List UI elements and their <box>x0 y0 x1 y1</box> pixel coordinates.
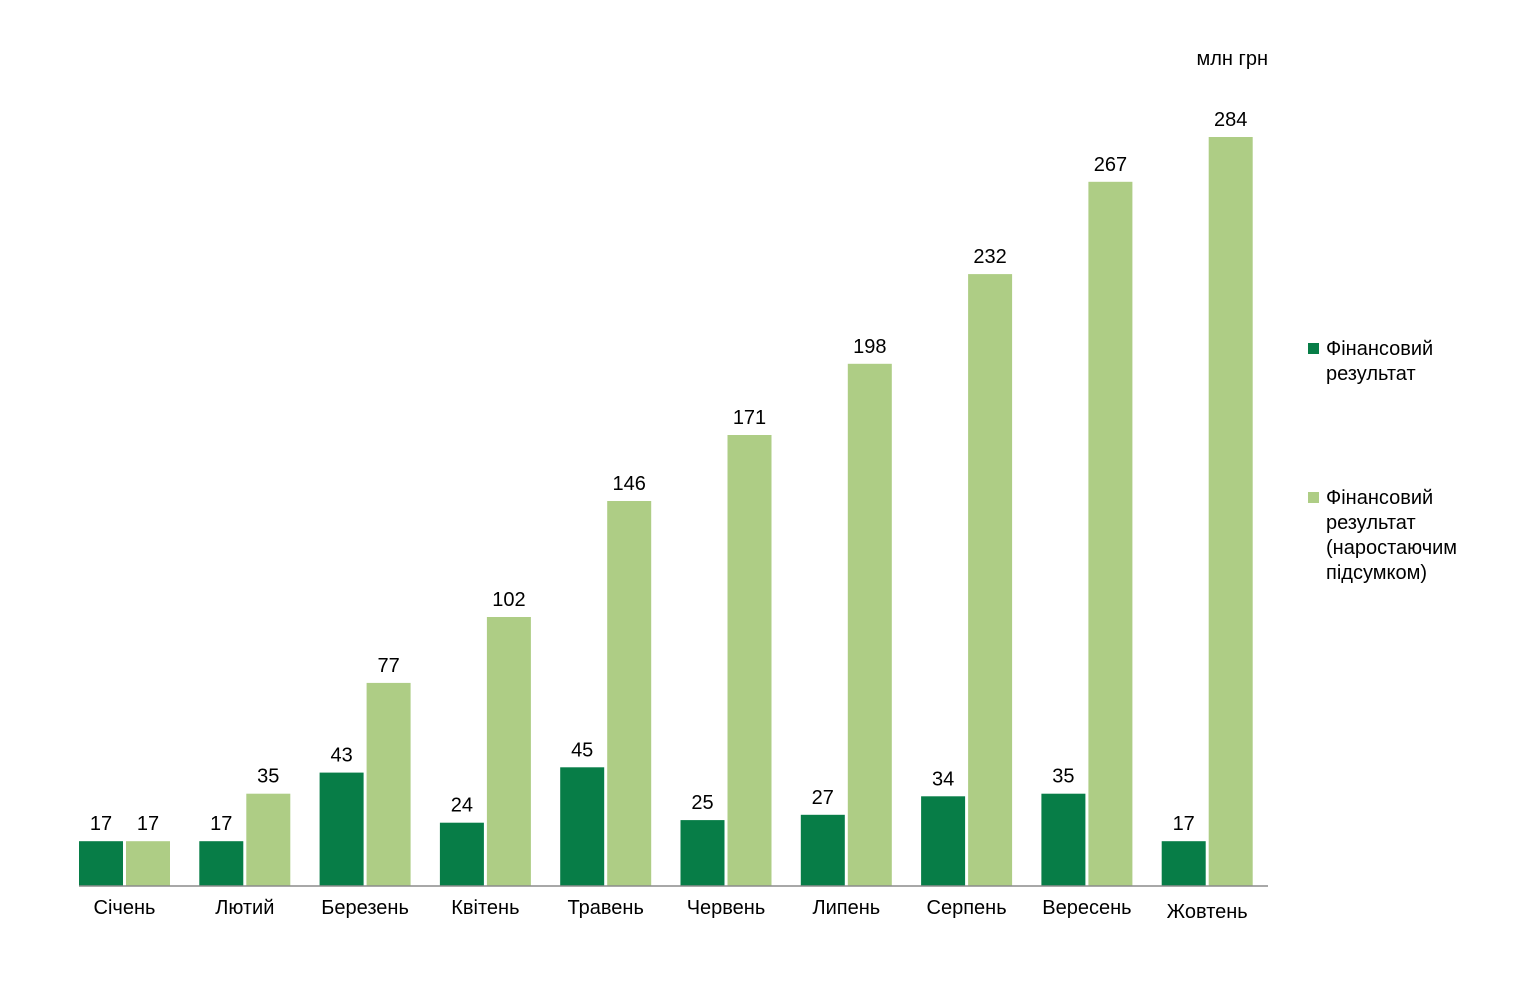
value-label-cumulative-10: 284 <box>1214 109 1247 131</box>
bar-monthly-2 <box>199 841 244 886</box>
value-label-cumulative-3: 77 <box>377 655 399 677</box>
bar-monthly-10 <box>1161 841 1206 886</box>
legend-label-monthly: Фінансовий результат <box>1326 338 1434 385</box>
bar-cumulative-3 <box>366 682 411 886</box>
value-label-monthly-8: 34 <box>932 768 954 790</box>
value-label-cumulative-4: 102 <box>492 589 525 611</box>
bars-layer <box>79 137 1253 887</box>
value-label-cumulative-5: 146 <box>613 473 646 495</box>
category-label-4: Квітень <box>451 897 519 919</box>
bar-cumulative-4 <box>486 617 531 886</box>
value-label-cumulative-7: 198 <box>853 336 886 358</box>
value-label-cumulative-6: 171 <box>733 407 766 429</box>
value-labels-layer: 17 17 17 35 43 77 24 102 45 146 25 171 27 198 34 232 35 2… <box>90 109 1248 835</box>
legend-swatch-monthly <box>1308 343 1319 354</box>
bar-cumulative-7 <box>847 363 892 886</box>
value-label-monthly-1: 17 <box>90 813 112 835</box>
bar-cumulative-8 <box>968 274 1013 887</box>
bar-monthly-5 <box>560 767 605 886</box>
bar-cumulative-5 <box>607 501 652 886</box>
bar-monthly-8 <box>921 796 966 886</box>
category-label-5: Травень <box>568 897 644 919</box>
bar-cumulative-2 <box>246 793 291 886</box>
category-label-6: Червень <box>687 897 766 919</box>
bar-monthly-9 <box>1041 793 1086 886</box>
bar-monthly-6 <box>680 820 725 886</box>
unit-label: млн грн <box>1196 48 1268 70</box>
legend-item-cumulative: Фінансовий результат (наростаючим підсум… <box>1308 486 1518 586</box>
value-label-monthly-5: 45 <box>571 739 593 761</box>
value-label-cumulative-1: 17 <box>137 813 159 835</box>
value-label-cumulative-9: 267 <box>1094 154 1127 176</box>
category-label-7: Липень <box>812 897 880 919</box>
category-label-1: Січень <box>94 897 156 919</box>
value-label-monthly-7: 27 <box>812 787 834 809</box>
category-label-8: Серпень <box>927 897 1007 919</box>
category-label-10: Жовтень <box>1167 901 1248 923</box>
bar-cumulative-1 <box>126 841 170 886</box>
value-label-monthly-9: 35 <box>1052 766 1074 788</box>
bar-monthly-3 <box>319 772 364 886</box>
value-label-monthly-3: 43 <box>330 745 352 767</box>
bar-monthly-7 <box>800 814 845 886</box>
value-label-cumulative-2: 35 <box>257 766 279 788</box>
value-label-monthly-10: 17 <box>1173 813 1195 835</box>
bar-cumulative-10 <box>1208 137 1253 886</box>
bar-monthly-4 <box>439 822 484 886</box>
bar-monthly-1 <box>79 841 123 886</box>
bar-cumulative-6 <box>727 435 772 886</box>
value-label-monthly-4: 24 <box>451 795 473 817</box>
legend-swatch-cumulative <box>1308 492 1319 503</box>
legend-label-cumulative: Фінансовий результат (наростаючим підсум… <box>1326 487 1458 584</box>
category-label-9: Вересень <box>1042 897 1131 919</box>
category-label-2: Лютий <box>215 897 274 919</box>
value-label-monthly-2: 17 <box>210 813 232 835</box>
category-labels-layer: Січень Лютий Березень Квітень Травень Червень… <box>94 897 1248 923</box>
category-label-3: Березень <box>321 897 409 919</box>
value-label-monthly-6: 25 <box>691 792 713 814</box>
value-label-cumulative-8: 232 <box>973 246 1006 268</box>
legend-item-monthly: Фінансовий результат <box>1308 337 1518 387</box>
bar-cumulative-9 <box>1088 181 1133 887</box>
